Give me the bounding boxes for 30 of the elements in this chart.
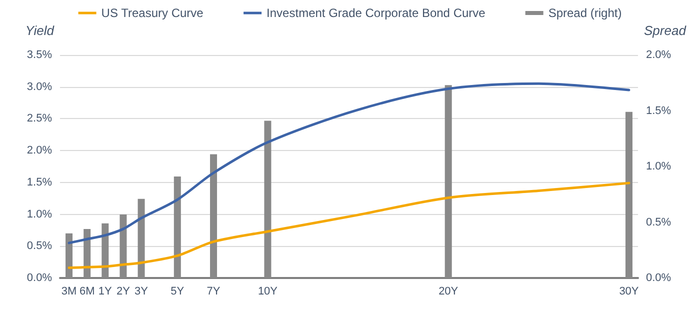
y-tick-label: 2.5% xyxy=(26,112,52,125)
y-tick-label: 3.0% xyxy=(26,80,52,93)
legend-label: Investment Grade Corporate Bond Curve xyxy=(266,6,486,20)
x-tick-label: 2Y xyxy=(116,286,131,298)
y-tick-label: 1.5% xyxy=(26,176,52,188)
x-tick-label: 7Y xyxy=(206,286,221,298)
y2-axis-title: Spread xyxy=(644,23,687,38)
y-tick-label: 1.0% xyxy=(26,208,52,220)
y-tick-label: 3.5% xyxy=(26,49,52,61)
y2-tick-label: 1.0% xyxy=(646,160,672,172)
y2-tick-label: 0.5% xyxy=(646,216,672,228)
y-tick-label: 0.0% xyxy=(26,272,52,284)
legend-label: US Treasury Curve xyxy=(101,6,204,20)
x-tick-label: 3Y xyxy=(134,286,149,298)
legend-label: Spread (right) xyxy=(548,6,622,20)
y-axis-title: Yield xyxy=(25,23,55,38)
y-tick-label: 2.0% xyxy=(26,144,52,157)
x-tick-label: 10Y xyxy=(258,286,278,298)
y2-tick-label: 2.0% xyxy=(646,49,672,61)
x-tick-label: 6M xyxy=(79,286,95,298)
y2-tick-label: 0.0% xyxy=(646,272,672,284)
line-series xyxy=(68,182,630,270)
x-tick-label: 3M xyxy=(61,286,77,298)
line-series xyxy=(68,82,630,244)
x-tick-label: 30Y xyxy=(619,286,640,298)
x-tick-label: 1Y xyxy=(98,286,113,298)
x-tick-label: 5Y xyxy=(170,286,185,298)
x-tick-label: 20Y xyxy=(438,286,459,298)
y-tick-label: 0.5% xyxy=(26,240,52,252)
y2-tick-label: 1.5% xyxy=(646,104,672,117)
